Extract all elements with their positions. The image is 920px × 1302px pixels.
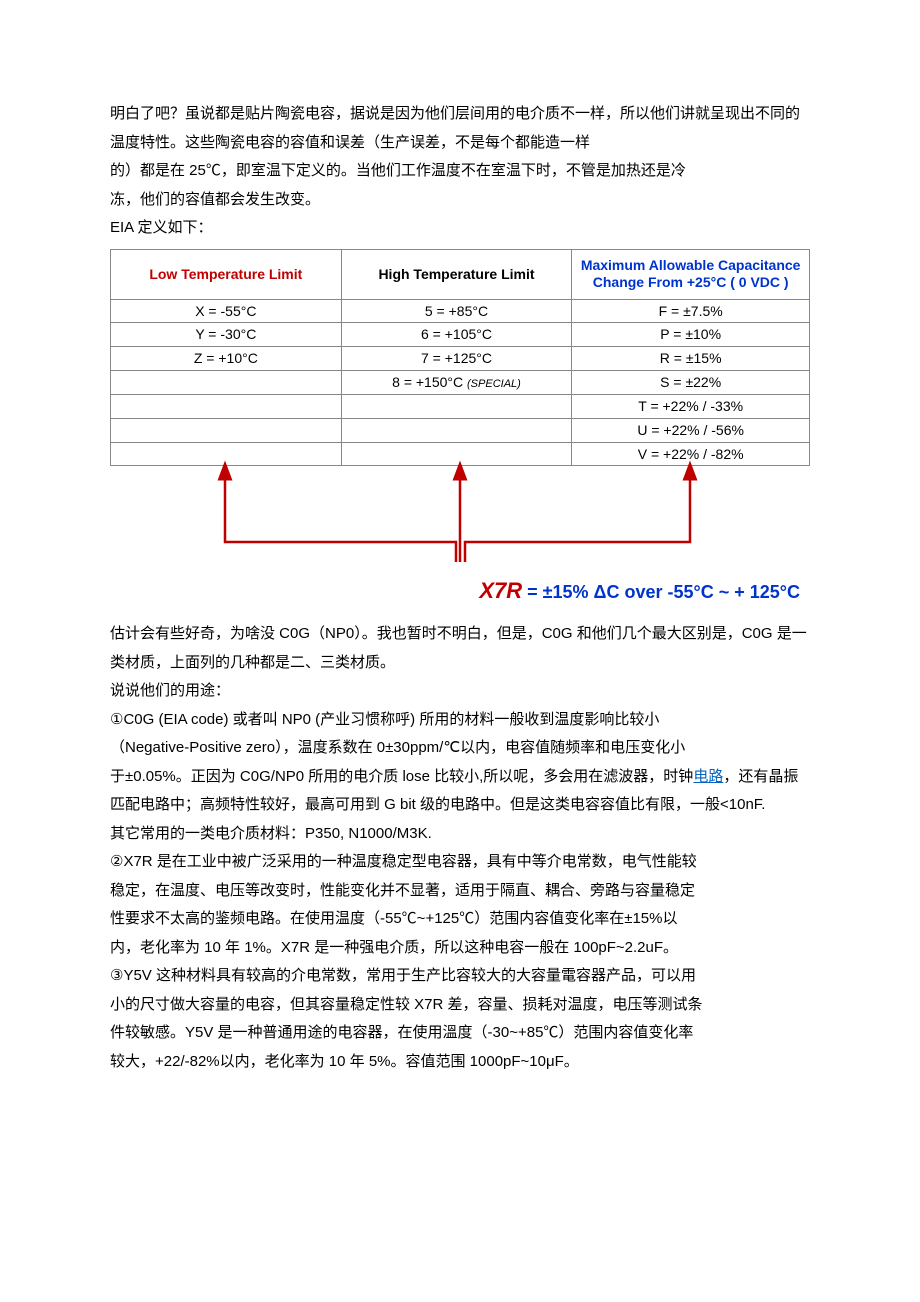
cell: V = +22% / -82% — [572, 442, 810, 466]
cell: P = ±10% — [572, 323, 810, 347]
paragraph-c0g-1: ①C0G (EIA code) 或者叫 NP0 (产业习惯称呼) 所用的材料一般… — [110, 706, 810, 735]
table-row: Z = +10°C 7 = +125°C R = ±15% — [111, 347, 810, 371]
x7r-meaning: = ±15% ΔC over -55°C ~ + 125°C — [522, 582, 800, 602]
header-low-temp: Low Temperature Limit — [111, 249, 342, 299]
cell-text: 8 = +150°C — [392, 374, 467, 390]
paragraph-c0g-3: 于±0.05%。正因为 C0G/NP0 所用的电介质 lose 比较小,所以呢，… — [110, 763, 810, 820]
x7r-example-line: X7R = ±15% ΔC over -55°C ~ + 125°C — [110, 570, 810, 612]
paragraph-y5v-4: 较大，+22/-82%以内，老化率为 10 年 5%。容值范围 1000pF~1… — [110, 1048, 810, 1077]
text-before-link: 于±0.05%。正因为 C0G/NP0 所用的电介质 lose 比较小,所以呢，… — [110, 768, 693, 785]
table-row: X = -55°C 5 = +85°C F = ±7.5% — [111, 299, 810, 323]
cell: 8 = +150°C (SPECIAL) — [341, 370, 572, 394]
paragraph-other-materials: 其它常用的一类电介质材料：P350, N1000/M3K. — [110, 820, 810, 849]
table-row: U = +22% / -56% — [111, 418, 810, 442]
cell: X = -55°C — [111, 299, 342, 323]
x7r-code: X7R — [479, 578, 522, 603]
cell-empty — [111, 370, 342, 394]
table-row: Y = -30°C 6 = +105°C P = ±10% — [111, 323, 810, 347]
cell-empty — [341, 442, 572, 466]
cell: 5 = +85°C — [341, 299, 572, 323]
paragraph-curious: 估计会有些好奇，为啥没 C0G（NP0）。我也暂时不明白，但是，C0G 和他们几… — [110, 620, 810, 677]
cell: U = +22% / -56% — [572, 418, 810, 442]
cell: Y = -30°C — [111, 323, 342, 347]
header-high-temp: High Temperature Limit — [341, 249, 572, 299]
cell-empty — [341, 418, 572, 442]
paragraph-y5v-1: ③Y5V 这种材料具有较高的介电常数，常用于生产比容较大的大容量電容器产品，可以… — [110, 962, 810, 991]
paragraph-x7r-3: 性要求不太高的鉴频电路。在使用温度（-55℃~+125℃）范围内容值变化率在±1… — [110, 905, 810, 934]
cell: Z = +10°C — [111, 347, 342, 371]
cell: R = ±15% — [572, 347, 810, 371]
paragraph-x7r-2: 稳定，在温度、电压等改变时，性能变化并不显著，适用于隔直、耦合、旁路与容量稳定 — [110, 877, 810, 906]
paragraph-uses-label: 说说他们的用途： — [110, 677, 810, 706]
cell-empty — [341, 395, 572, 419]
paragraph-x7r-4: 内，老化率为 10 年 1%。X7R 是一种强电介质，所以这种电容一般在 100… — [110, 934, 810, 963]
table-row: 8 = +150°C (SPECIAL) S = ±22% — [111, 370, 810, 394]
eia-code-table: Low Temperature Limit High Temperature L… — [110, 249, 810, 467]
paragraph-x7r-1: ②X7R 是在工业中被广泛采用的一种温度稳定型电容器，具有中等介电常数，电气性能… — [110, 848, 810, 877]
paragraph-eia-label: EIA 定义如下： — [110, 214, 810, 243]
arrows-svg — [110, 464, 810, 564]
cell-empty — [111, 442, 342, 466]
paragraph-c0g-2: （Negative-Positive zero），温度系数在 0±30ppm/℃… — [110, 734, 810, 763]
table-header-row: Low Temperature Limit High Temperature L… — [111, 249, 810, 299]
table-row: T = +22% / -33% — [111, 395, 810, 419]
arrow-diagram — [110, 466, 810, 566]
cell: T = +22% / -33% — [572, 395, 810, 419]
paragraph-intro-3: 冻，他们的容值都会发生改变。 — [110, 186, 810, 215]
special-note: (SPECIAL) — [467, 378, 521, 390]
cell-empty — [111, 395, 342, 419]
cell: 7 = +125°C — [341, 347, 572, 371]
cell: 6 = +105°C — [341, 323, 572, 347]
cell: F = ±7.5% — [572, 299, 810, 323]
cell-empty — [111, 418, 342, 442]
paragraph-intro-2: 的）都是在 25℃，即室温下定义的。当他们工作温度不在室温下时，不管是加热还是冷 — [110, 157, 810, 186]
paragraph-intro-1: 明白了吧？虽说都是贴片陶瓷电容，据说是因为他们层间用的电介质不一样，所以他们讲就… — [110, 100, 810, 157]
paragraph-y5v-3: 件较敏感。Y5V 是一种普通用途的电容器，在使用溫度（-30~+85℃）范围内容… — [110, 1019, 810, 1048]
circuit-link[interactable]: 电路 — [693, 768, 723, 785]
eia-table-wrapper: Low Temperature Limit High Temperature L… — [110, 249, 810, 613]
header-cap-change: Maximum Allowable Capacitance Change Fro… — [572, 249, 810, 299]
table-row: V = +22% / -82% — [111, 442, 810, 466]
paragraph-y5v-2: 小的尺寸做大容量的电容，但其容量稳定性较 X7R 差，容量、损耗对温度，电压等测… — [110, 991, 810, 1020]
cell: S = ±22% — [572, 370, 810, 394]
